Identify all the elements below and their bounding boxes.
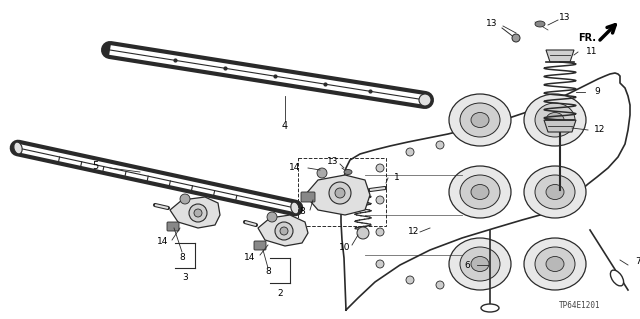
Text: 14: 14 xyxy=(289,164,301,173)
Text: 2: 2 xyxy=(277,288,283,298)
Ellipse shape xyxy=(14,142,22,154)
Ellipse shape xyxy=(546,256,564,271)
Circle shape xyxy=(335,188,345,198)
FancyBboxPatch shape xyxy=(301,192,315,202)
Circle shape xyxy=(357,186,369,198)
Circle shape xyxy=(376,164,384,172)
Text: 12: 12 xyxy=(595,125,605,135)
Circle shape xyxy=(376,228,384,236)
Ellipse shape xyxy=(524,166,586,218)
Text: 5: 5 xyxy=(92,161,98,171)
Circle shape xyxy=(329,182,351,204)
Ellipse shape xyxy=(449,94,511,146)
Text: 8: 8 xyxy=(299,207,305,217)
Text: 6: 6 xyxy=(464,261,470,270)
Ellipse shape xyxy=(460,247,500,281)
Ellipse shape xyxy=(535,21,545,27)
Ellipse shape xyxy=(535,175,575,209)
Ellipse shape xyxy=(546,113,564,128)
Text: TP64E1201: TP64E1201 xyxy=(559,300,601,309)
Ellipse shape xyxy=(344,169,352,174)
Circle shape xyxy=(419,94,431,106)
FancyBboxPatch shape xyxy=(254,241,266,250)
Text: 8: 8 xyxy=(179,254,185,263)
Ellipse shape xyxy=(535,103,575,137)
Text: 13: 13 xyxy=(559,12,571,21)
Text: FR.: FR. xyxy=(578,33,596,43)
Polygon shape xyxy=(258,215,308,246)
Ellipse shape xyxy=(449,166,511,218)
Circle shape xyxy=(512,34,520,42)
Ellipse shape xyxy=(449,238,511,290)
Circle shape xyxy=(406,276,414,284)
Circle shape xyxy=(436,141,444,149)
Polygon shape xyxy=(544,120,576,132)
Ellipse shape xyxy=(524,94,586,146)
Text: 12: 12 xyxy=(408,227,420,236)
Text: 9: 9 xyxy=(594,87,600,97)
Circle shape xyxy=(376,196,384,204)
Ellipse shape xyxy=(611,270,623,286)
Circle shape xyxy=(376,260,384,268)
Text: 8: 8 xyxy=(265,268,271,277)
Ellipse shape xyxy=(481,304,499,312)
Text: 13: 13 xyxy=(327,158,339,167)
Ellipse shape xyxy=(460,175,500,209)
Circle shape xyxy=(357,227,369,239)
Circle shape xyxy=(436,281,444,289)
Circle shape xyxy=(275,222,293,240)
Circle shape xyxy=(317,168,327,178)
Circle shape xyxy=(194,209,202,217)
Ellipse shape xyxy=(471,113,489,128)
Ellipse shape xyxy=(460,103,500,137)
Ellipse shape xyxy=(471,256,489,271)
Text: 10: 10 xyxy=(339,242,351,251)
Ellipse shape xyxy=(524,238,586,290)
Text: 13: 13 xyxy=(486,19,498,28)
Text: 14: 14 xyxy=(157,238,169,247)
Text: 4: 4 xyxy=(282,121,288,131)
Circle shape xyxy=(280,227,288,235)
Ellipse shape xyxy=(535,247,575,281)
Polygon shape xyxy=(305,175,370,215)
Circle shape xyxy=(406,148,414,156)
Polygon shape xyxy=(341,73,630,310)
Circle shape xyxy=(180,194,190,204)
Text: 7: 7 xyxy=(635,257,640,266)
Ellipse shape xyxy=(471,184,489,199)
Circle shape xyxy=(267,212,277,222)
FancyBboxPatch shape xyxy=(167,222,179,231)
Text: 11: 11 xyxy=(586,48,598,56)
Circle shape xyxy=(189,204,207,222)
Ellipse shape xyxy=(546,184,564,199)
Ellipse shape xyxy=(291,202,299,214)
Polygon shape xyxy=(546,50,574,62)
Text: 14: 14 xyxy=(244,254,256,263)
Text: 3: 3 xyxy=(182,273,188,283)
Polygon shape xyxy=(170,197,220,228)
Text: 1: 1 xyxy=(394,174,400,182)
